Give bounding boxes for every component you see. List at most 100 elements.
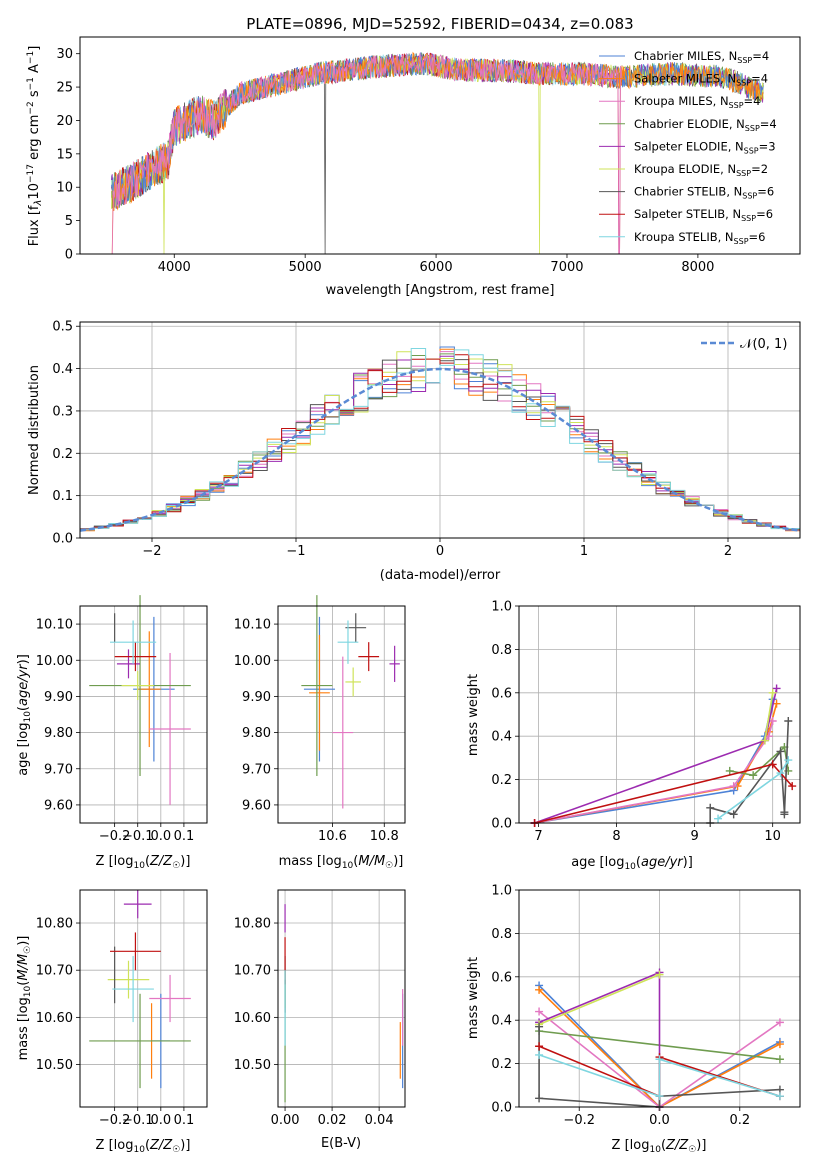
histogram-ytick-label: 0.4 — [52, 362, 73, 377]
histogram-ylabel: Normed distribution — [27, 365, 42, 495]
age-weight-ylabel: mass weight — [466, 674, 481, 756]
mass-age-ytick-label: 10.10 — [234, 618, 271, 633]
z-mass-xtick-label: 0.1 — [174, 1113, 195, 1128]
spectrum-ytick-label: 5 — [65, 214, 73, 229]
age-weight-point — [729, 810, 738, 819]
age-weight-panel: 7 8 9 10 0.0 0.2 0.4 0.6 0.8 1.0 — [491, 600, 801, 844]
age-weight-point — [729, 782, 738, 791]
z-weight-xtick-label: 0.2 — [729, 1113, 750, 1128]
z-age-xtick-label: 0.1 — [174, 829, 195, 844]
z-weight-series-line — [538, 973, 660, 1026]
z-mass-ylabel: mass [log10(M/M☉)] — [16, 936, 33, 1061]
legend-label: Kroupa ELODIE, NSSP=2 — [634, 162, 768, 178]
z-age-xtick-label: −0.2 — [99, 829, 131, 844]
z-weight-point — [535, 1022, 544, 1031]
z-weight-point — [775, 1018, 784, 1027]
histogram-frame — [79, 321, 801, 539]
age-weight-ytick-label: 0.2 — [491, 773, 512, 788]
age-weight-point — [706, 803, 715, 812]
z-mass-frame — [79, 889, 208, 1108]
spectrum-legend: Chabrier MILES, NSSP=4 Salpeter MILES, NS… — [599, 49, 777, 246]
mass-age-xtick-label: 10.6 — [318, 829, 347, 844]
spectrum-title: PLATE=0896, MJD=52592, FIBERID=0434, z=0… — [246, 15, 633, 33]
legend-label: Salpeter ELODIE, NSSP=3 — [634, 139, 776, 155]
ebv-mass-plot-area — [284, 904, 404, 1103]
age-weight-xlabel: age [log10(age/yr)] — [571, 855, 693, 872]
histogram-legend: 𝒩(0, 1) — [701, 337, 787, 352]
histogram-xtick-label: −2 — [142, 544, 161, 559]
z-weight-xlabel: Z [log10(Z/Z☉)] — [612, 1138, 707, 1155]
mass-age-ytick-label: 9.60 — [242, 798, 271, 813]
z-weight-ytick-label: 0.0 — [491, 1101, 512, 1116]
spectrum-panel: 4000 5000 6000 7000 8000 0 5 10 15 20 25 30 — [56, 36, 801, 275]
spectrum-ylabel: Flux [fλ10−17 erg cm−2 s−1 A−1] — [26, 46, 44, 247]
age-weight-ytick-label: 1.0 — [491, 600, 512, 615]
z-mass-xlabel: Z [log10(Z/Z☉)] — [96, 1138, 191, 1155]
ebv-mass-xtick-label: 0.02 — [318, 1113, 347, 1128]
z-weight-ytick-label: 0.2 — [491, 1057, 512, 1072]
spectrum-frame — [79, 36, 801, 255]
z-weight-point — [535, 1007, 544, 1016]
histogram-ytick-label: 0.0 — [52, 532, 73, 547]
histogram-series-step — [80, 348, 800, 531]
z-weight-point — [775, 1040, 784, 1049]
z-age-panel: −0.2−0.10.0 0.1 9.60 9.70 9.80 9.90 10.00 10.10 — [36, 595, 208, 844]
spectrum-ytick-label: 20 — [56, 114, 73, 129]
z-age-ytick-label: 9.80 — [44, 726, 73, 741]
histogram-xtick-label: 0 — [436, 544, 444, 559]
z-age-ylabel: age [log10(age/yr)] — [16, 654, 33, 776]
histogram-xtick-label: 1 — [580, 544, 588, 559]
z-age-xlabel: Z [log10(Z/Z☉)] — [96, 854, 191, 871]
mass-age-frame — [277, 605, 406, 824]
spectrum-ytick-label: 25 — [56, 81, 73, 96]
age-weight-point — [776, 747, 785, 756]
normal-legend-label: 𝒩(0, 1) — [740, 337, 787, 352]
age-weight-point — [768, 760, 777, 769]
spectrum-ytick-label: 15 — [56, 147, 73, 162]
z-weight-frame — [518, 889, 801, 1108]
spectrum-xtick-label: 8000 — [681, 260, 714, 275]
legend-label: Chabrier STELIB, NSSP=6 — [634, 185, 774, 201]
age-weight-series-line — [534, 720, 774, 824]
z-weight-point — [535, 1050, 544, 1059]
spectrum-series-line — [111, 52, 623, 255]
spectrum-ytick-label: 0 — [65, 248, 73, 263]
age-weight-ytick-label: 0.4 — [491, 730, 512, 745]
mass-age-xlabel: mass [log10(M/M☉)] — [279, 854, 404, 871]
z-weight-point — [535, 985, 544, 994]
z-weight-point — [655, 970, 664, 979]
spectrum-xtick-label: 6000 — [420, 260, 453, 275]
mass-age-ytick-label: 9.90 — [242, 690, 271, 705]
z-weight-series-line — [538, 971, 661, 1107]
z-weight-ytick-label: 0.8 — [491, 927, 512, 942]
histogram-ytick-label: 0.2 — [52, 447, 73, 462]
z-mass-ytick-label: 10.80 — [36, 917, 73, 932]
age-weight-point — [714, 814, 723, 823]
ebv-mass-xtick-label: 0.04 — [365, 1113, 394, 1128]
age-weight-ytick-label: 0.8 — [491, 643, 512, 658]
z-weight-panel: −0.2 0.0 0.2 0.0 0.2 0.4 0.6 0.8 1.0 — [491, 884, 801, 1128]
z-age-xtick-label: −0.1 — [122, 829, 154, 844]
age-weight-ytick-label: 0.0 — [491, 817, 512, 832]
histogram-xtick-label: −1 — [286, 544, 305, 559]
z-age-xtick-label: 0.0 — [150, 829, 171, 844]
legend-label: Salpeter STELIB, NSSP=6 — [634, 207, 773, 223]
z-mass-panel: −0.2−0.10.0 0.1 10.50 10.60 10.70 10.80 — [36, 889, 208, 1128]
z-mass-ytick-label: 10.70 — [36, 964, 73, 979]
z-weight-point — [535, 1042, 544, 1051]
z-weight-point — [535, 1094, 544, 1103]
age-weight-point — [772, 684, 781, 693]
ebv-mass-ytick-label: 10.60 — [234, 1011, 271, 1026]
histogram-xlabel: (data-model)/error — [380, 568, 501, 583]
z-age-ytick-label: 9.70 — [44, 762, 73, 777]
legend-label: Kroupa STELIB, NSSP=6 — [634, 230, 765, 246]
spectrum-plot-area — [111, 51, 764, 255]
ebv-mass-frame — [277, 889, 406, 1108]
ebv-mass-ytick-label: 10.80 — [234, 917, 271, 932]
z-mass-xtick-label: −0.1 — [122, 1113, 154, 1128]
z-mass-plot-area — [89, 890, 191, 1089]
z-age-plot-area — [89, 595, 191, 805]
ebv-xlabel: E(B-V) — [321, 1136, 361, 1151]
z-weight-ytick-label: 1.0 — [491, 884, 512, 899]
normal-curve-line — [79, 367, 801, 532]
